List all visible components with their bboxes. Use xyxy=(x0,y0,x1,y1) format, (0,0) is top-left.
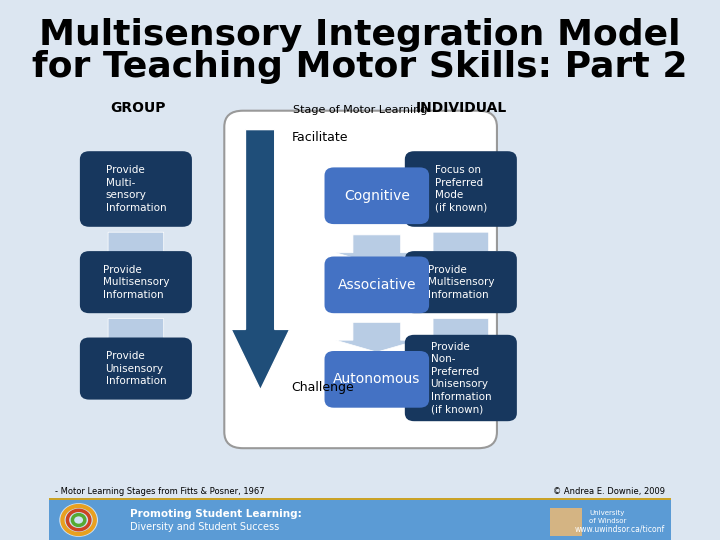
Text: Provide
Non-
Preferred
Unisensory
Information
(if known): Provide Non- Preferred Unisensory Inform… xyxy=(431,342,491,414)
Text: Promoting Student Learning:: Promoting Student Learning: xyxy=(130,509,302,519)
Text: Challenge: Challenge xyxy=(292,381,354,394)
Text: © Andrea E. Downie, 2009: © Andrea E. Downie, 2009 xyxy=(553,487,665,496)
Text: - Motor Learning Stages from Fitts & Posner, 1967: - Motor Learning Stages from Fitts & Pos… xyxy=(55,487,265,496)
Polygon shape xyxy=(49,498,671,500)
Text: www.uwindsor.ca/ticonf: www.uwindsor.ca/ticonf xyxy=(575,525,665,534)
Text: Provide
Multi-
sensory
Information: Provide Multi- sensory Information xyxy=(106,165,166,213)
Text: Associative: Associative xyxy=(338,278,416,292)
FancyBboxPatch shape xyxy=(80,338,192,400)
Text: GROUP: GROUP xyxy=(110,101,166,115)
FancyBboxPatch shape xyxy=(405,335,517,421)
Text: Provide
Multisensory
Information: Provide Multisensory Information xyxy=(428,265,494,300)
FancyBboxPatch shape xyxy=(325,351,429,408)
Text: Diversity and Student Success: Diversity and Student Success xyxy=(130,522,279,532)
Polygon shape xyxy=(413,232,509,265)
FancyBboxPatch shape xyxy=(325,256,429,313)
Text: of Windsor: of Windsor xyxy=(589,518,626,524)
Text: University: University xyxy=(589,510,624,516)
Polygon shape xyxy=(336,322,418,352)
FancyBboxPatch shape xyxy=(49,500,671,540)
Text: Cognitive: Cognitive xyxy=(344,189,410,202)
Text: Focus on
Preferred
Mode
(if known): Focus on Preferred Mode (if known) xyxy=(435,165,487,213)
Text: INDIVIDUAL: INDIVIDUAL xyxy=(416,101,507,115)
FancyBboxPatch shape xyxy=(80,151,192,227)
FancyBboxPatch shape xyxy=(225,111,497,448)
Text: Provide
Multisensory
Information: Provide Multisensory Information xyxy=(103,265,169,300)
FancyBboxPatch shape xyxy=(405,151,517,227)
FancyBboxPatch shape xyxy=(325,167,429,224)
Polygon shape xyxy=(231,130,289,390)
Polygon shape xyxy=(336,235,418,265)
Text: Facilitate: Facilitate xyxy=(292,131,348,144)
Text: for Teaching Motor Skills: Part 2: for Teaching Motor Skills: Part 2 xyxy=(32,51,688,84)
Text: Multisensory Integration Model: Multisensory Integration Model xyxy=(40,18,680,52)
FancyBboxPatch shape xyxy=(80,251,192,313)
FancyBboxPatch shape xyxy=(405,251,517,313)
Text: Provide
Unisensory
Information: Provide Unisensory Information xyxy=(106,351,166,386)
Polygon shape xyxy=(88,232,184,265)
Text: Autonomous: Autonomous xyxy=(333,373,420,386)
Polygon shape xyxy=(88,319,184,351)
Text: Stage of Motor Learning: Stage of Motor Learning xyxy=(294,105,428,115)
FancyBboxPatch shape xyxy=(550,508,582,536)
Circle shape xyxy=(60,504,97,536)
Polygon shape xyxy=(413,319,509,351)
